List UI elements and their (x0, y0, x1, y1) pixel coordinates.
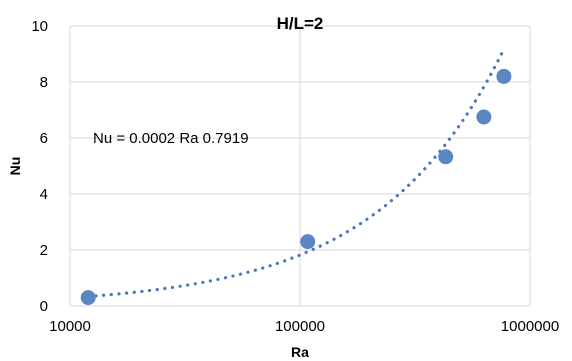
x-axis-label: Ra (291, 344, 309, 360)
y-axis-label: Nu (7, 157, 23, 176)
trendline-path (86, 47, 506, 299)
x-tick-label: 10000 (49, 318, 91, 335)
y-tick-label: 6 (40, 130, 48, 147)
y-tick-label: 10 (31, 18, 48, 35)
y-tick-label: 8 (40, 74, 48, 91)
x-tick-label: 100000 (275, 318, 325, 335)
data-points (80, 68, 512, 306)
data-point (80, 290, 96, 306)
trendline (86, 47, 506, 299)
data-point (496, 68, 512, 84)
data-point (300, 234, 316, 250)
chart-title: H/L=2 (277, 14, 324, 33)
data-point (476, 109, 492, 125)
gridlines (69, 25, 531, 306)
trendline-equation: Nu = 0.0002 Ra 0.7919 (93, 130, 249, 147)
y-tick-label: 0 (40, 298, 48, 315)
y-tick-label: 2 (40, 242, 48, 259)
y-tick-label: 4 (40, 186, 48, 203)
data-point (438, 149, 454, 165)
x-tick-label: 1000000 (501, 318, 559, 335)
tick-labels: 0 2 4 6 8 10 10000 100000 1000000 (31, 18, 559, 335)
